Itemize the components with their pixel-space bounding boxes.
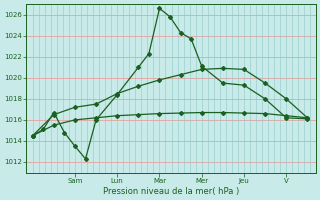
X-axis label: Pression niveau de la mer( hPa ): Pression niveau de la mer( hPa ) (103, 187, 239, 196)
